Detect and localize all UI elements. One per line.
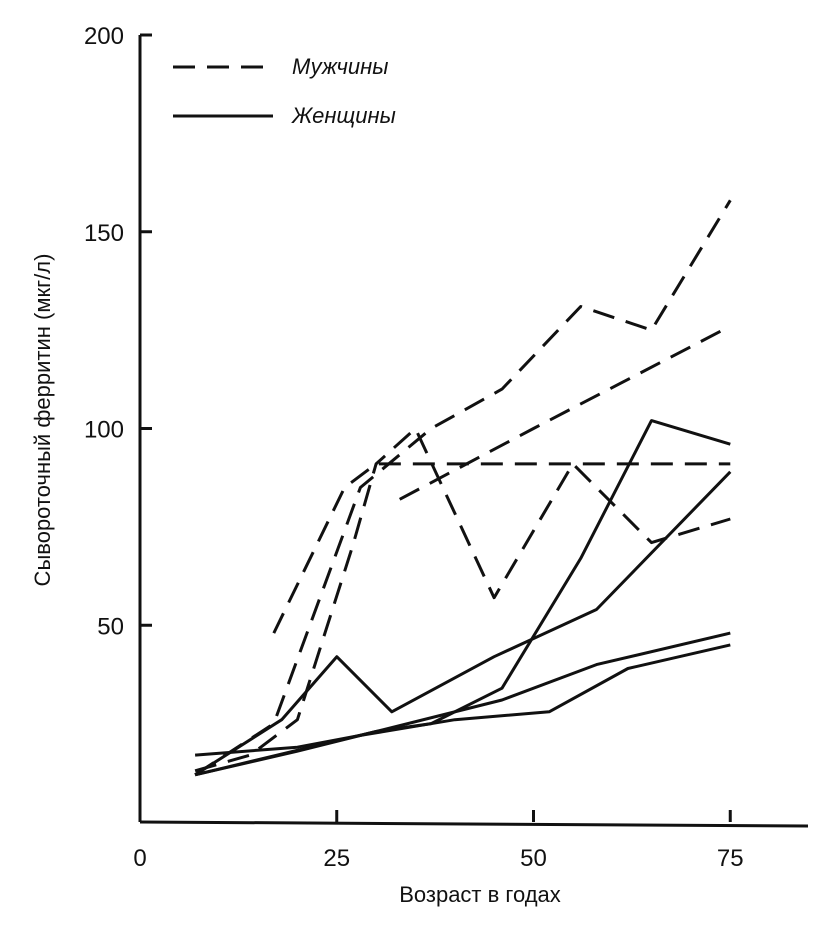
men-series-line-3 <box>272 462 731 634</box>
men-series-line-2 <box>194 199 732 777</box>
x-tick-label: 50 <box>520 845 547 872</box>
men-series-line-1 <box>194 427 731 773</box>
y-tick-label: 50 <box>97 613 124 640</box>
x-tick-label: 25 <box>323 845 350 872</box>
women-series-line-5 <box>194 643 731 757</box>
x-axis-line <box>139 820 809 828</box>
axes: 50 100 150 200 0 25 50 75 <box>84 23 809 872</box>
men-series-line-4 <box>398 324 731 501</box>
series-layer <box>194 199 732 777</box>
x-tick-label: 0 <box>133 845 146 872</box>
women-series-line-7 <box>194 470 732 777</box>
women-series-line-8 <box>194 631 731 777</box>
y-tick-label: 200 <box>84 23 124 50</box>
y-axis-title: Сывороточный ферритин (мкг/л) <box>30 254 55 587</box>
x-tick-label: 75 <box>717 845 744 872</box>
women-series-line-6 <box>194 419 731 777</box>
y-tick-label: 150 <box>84 220 124 247</box>
x-axis-title: Возраст в годах <box>399 882 561 907</box>
legend: Мужчины Женщины <box>173 54 396 128</box>
y-tick-label: 100 <box>84 417 124 444</box>
legend-label-men: Мужчины <box>292 54 388 79</box>
legend-label-women: Женщины <box>291 103 396 128</box>
